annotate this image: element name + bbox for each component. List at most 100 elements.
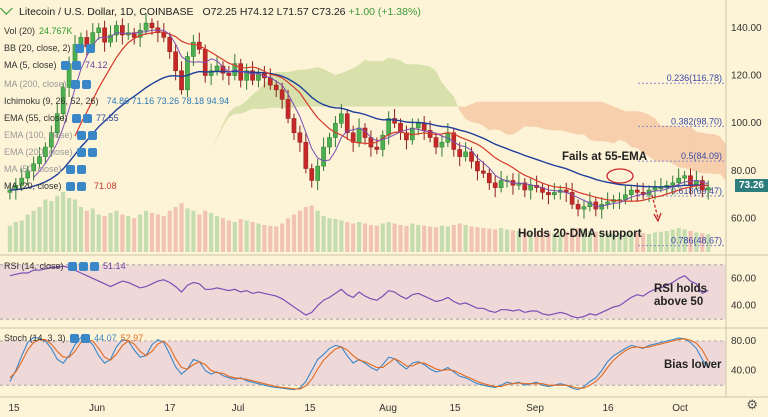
eye-icon[interactable] bbox=[77, 131, 87, 141]
ichimoku-cloud-segment bbox=[406, 64, 413, 107]
volume-bar bbox=[380, 223, 385, 252]
gear-icon[interactable]: ⚙ bbox=[746, 397, 758, 412]
settings-icon[interactable] bbox=[82, 80, 92, 90]
settings-icon[interactable] bbox=[79, 262, 89, 272]
candle-body bbox=[244, 70, 249, 81]
indicator-row-vol[interactable]: Vol (20) 24.767K bbox=[4, 26, 73, 36]
date-tick-label: 16 bbox=[602, 403, 614, 414]
symbol-title: Litecoin / U.S. Dollar bbox=[19, 6, 115, 18]
ichimoku-cloud-segment bbox=[542, 101, 549, 130]
ichimoku-cloud-segment bbox=[643, 112, 650, 157]
volume-bar bbox=[641, 233, 646, 252]
ichimoku-cloud-segment bbox=[240, 100, 247, 114]
volume-bar bbox=[238, 219, 243, 252]
volume-bar bbox=[398, 225, 403, 252]
settings-icon[interactable] bbox=[86, 44, 96, 54]
close-icon[interactable] bbox=[90, 262, 100, 272]
annotation-rsi: RSI holds above 50 bbox=[654, 283, 707, 308]
eye-icon[interactable] bbox=[66, 182, 76, 192]
rsi-line bbox=[9, 265, 709, 319]
indicator-row-ema100[interactable]: EMA (100, close) bbox=[4, 130, 98, 141]
volume-bar bbox=[593, 231, 598, 252]
candle-body bbox=[303, 142, 309, 169]
settings-icon[interactable] bbox=[88, 131, 98, 141]
settings-icon[interactable] bbox=[77, 165, 87, 175]
ichimoku-cloud-segment bbox=[572, 101, 579, 135]
volume-bar bbox=[132, 218, 137, 252]
indicator-row-ma200[interactable]: MA (200, close) bbox=[4, 79, 92, 90]
indicator-row-ma5[interactable]: MA (5, close) 74.12 bbox=[4, 60, 108, 71]
date-tick-label: 17 bbox=[164, 403, 176, 414]
eye-icon[interactable] bbox=[77, 148, 87, 158]
volume-bar bbox=[416, 225, 421, 252]
indicator-row-ma20[interactable]: MA (20, close) 71.08 bbox=[4, 181, 117, 192]
volume-bar bbox=[232, 222, 237, 252]
stoch-pane[interactable]: Bias lower bbox=[0, 336, 726, 391]
exchange: COINBASE bbox=[139, 6, 194, 18]
ichimoku-cloud-segment bbox=[678, 126, 685, 168]
ichimoku-cloud-segment bbox=[530, 101, 537, 127]
candle-body bbox=[250, 70, 255, 81]
volume-bar bbox=[605, 233, 610, 252]
volume-bar bbox=[274, 226, 279, 252]
stoch-legend[interactable]: Stoch (14, 3, 3) 44.07 52.97 bbox=[4, 333, 144, 344]
indicator-row-ema200[interactable]: EMA (200, close) bbox=[4, 147, 98, 158]
candle-body bbox=[339, 113, 344, 124]
volume-bar bbox=[309, 205, 314, 252]
candle-body bbox=[327, 137, 332, 148]
settings-icon[interactable] bbox=[83, 114, 93, 124]
ichimoku-cloud-segment bbox=[329, 71, 336, 107]
volume-bar bbox=[493, 229, 498, 252]
candle-body bbox=[191, 41, 196, 57]
indicator-row-ma50[interactable]: MA (50, close) bbox=[4, 164, 87, 175]
volume-bar bbox=[487, 228, 492, 252]
volume-bar bbox=[575, 228, 581, 252]
indicator-row-bb[interactable]: BB (20, close, 2) bbox=[4, 43, 96, 54]
ichimoku-cloud-segment bbox=[365, 60, 371, 107]
settings-icon[interactable] bbox=[81, 334, 91, 344]
close-value: C73.26 bbox=[311, 6, 346, 18]
indicator-value: 77.55 bbox=[96, 113, 119, 123]
candle-body bbox=[492, 182, 498, 188]
volume-bar bbox=[516, 231, 521, 252]
rsi-band bbox=[0, 264, 726, 320]
interval[interactable]: 1D bbox=[119, 6, 134, 18]
ema-55-line bbox=[9, 70, 709, 191]
eye-icon[interactable] bbox=[66, 165, 76, 175]
eye-icon[interactable] bbox=[68, 262, 78, 272]
volume-bar bbox=[475, 227, 480, 252]
indicator-row-ema55[interactable]: EMA (55, close) 77.55 bbox=[4, 113, 119, 124]
rsi-legend[interactable]: RSI (14, close) 51.14 bbox=[4, 261, 126, 272]
indicator-row-ichimoku[interactable]: Ichimoku (9, 26, 52, 26) 74.86 71.16 73.2… bbox=[4, 96, 230, 106]
ichimoku-cloud-segment bbox=[388, 57, 395, 107]
volume-bar bbox=[676, 228, 681, 252]
settings-icon[interactable] bbox=[88, 148, 98, 158]
volume-bar bbox=[617, 233, 622, 252]
volume-bar bbox=[173, 207, 178, 252]
settings-icon[interactable] bbox=[77, 182, 87, 192]
volume-bar bbox=[13, 222, 18, 252]
eye-icon[interactable] bbox=[70, 334, 80, 344]
candle-body bbox=[415, 122, 421, 129]
candle-body bbox=[356, 127, 362, 143]
volume-bar bbox=[522, 231, 527, 252]
candle-body bbox=[185, 56, 190, 91]
eye-icon[interactable] bbox=[61, 61, 71, 71]
eye-icon[interactable] bbox=[71, 80, 81, 90]
volume-bar bbox=[143, 210, 149, 252]
eye-icon[interactable] bbox=[75, 44, 85, 54]
rsi-pane[interactable]: RSI holds above 50 bbox=[0, 264, 726, 320]
eye-icon[interactable] bbox=[72, 114, 82, 124]
fib-level-label: 0.236(116.78) bbox=[667, 73, 722, 83]
volume-bar bbox=[445, 226, 450, 252]
price-pane[interactable]: 0.236(116.78) 0.382(98.70) 0.5(84.09) 0.618… bbox=[7, 13, 726, 252]
ichimoku-cloud-segment bbox=[631, 111, 638, 149]
annotation-holds-dma: Holds 20-DMA support bbox=[518, 228, 642, 240]
ichimoku-cloud-segment bbox=[512, 101, 519, 135]
candle-body bbox=[404, 132, 409, 141]
ichimoku-cloud-segment bbox=[637, 111, 644, 154]
settings-icon[interactable] bbox=[72, 61, 82, 71]
candle-body bbox=[49, 132, 54, 148]
arrow-head bbox=[653, 212, 662, 223]
